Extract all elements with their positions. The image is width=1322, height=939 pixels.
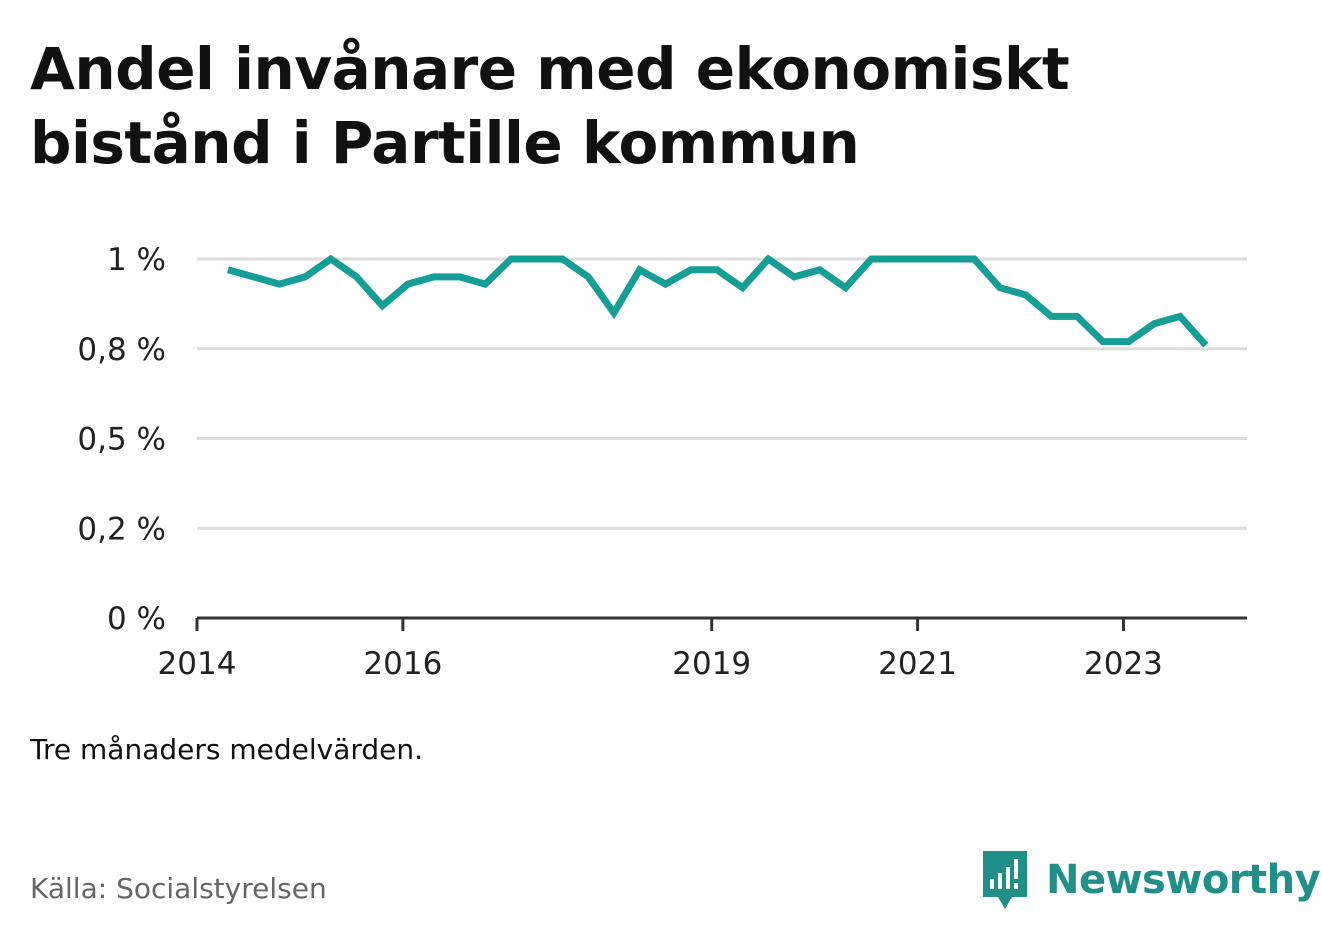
- x-axis-labels: 2014 2016 2019 2021 2023: [158, 646, 1163, 682]
- series-line: [226, 254, 1209, 348]
- source-text: Källa: Socialstyrelsen: [30, 872, 327, 905]
- y-tick-label: 0,8 %: [77, 332, 166, 368]
- x-tick-label: 2014: [158, 646, 237, 682]
- x-tick-label: 2019: [672, 646, 751, 682]
- y-tick-label: 0,2 %: [77, 511, 166, 547]
- y-tick-label: 1 %: [107, 242, 166, 278]
- chart-note: Tre månaders medelvärden.: [30, 733, 424, 766]
- grid-lines: [197, 257, 1247, 530]
- x-tick-label: 2016: [363, 646, 442, 682]
- y-tick-label: 0 %: [107, 601, 166, 637]
- line-chart: 0 %0,2 %0,5 %0,8 %1 % 2014 2016 2019 2021 20…: [77, 242, 1247, 682]
- newsworthy-logo-icon: [983, 851, 1027, 909]
- y-axis-labels: 0 % 0,2 % 0,5 % 0,8 % 1 %: [77, 242, 166, 637]
- x-axis-ticks: [195, 618, 1125, 631]
- chart-title: Andel invånare med ekonomiskt bistånd i …: [30, 35, 1070, 177]
- x-tick-label: 2021: [878, 646, 957, 682]
- x-tick-label: 2023: [1084, 646, 1163, 682]
- y-tick-label: 0,5 %: [77, 422, 166, 458]
- brand-logo[interactable]: Newsworthy: [980, 848, 1321, 912]
- brand-name: Newsworthy: [1046, 857, 1321, 903]
